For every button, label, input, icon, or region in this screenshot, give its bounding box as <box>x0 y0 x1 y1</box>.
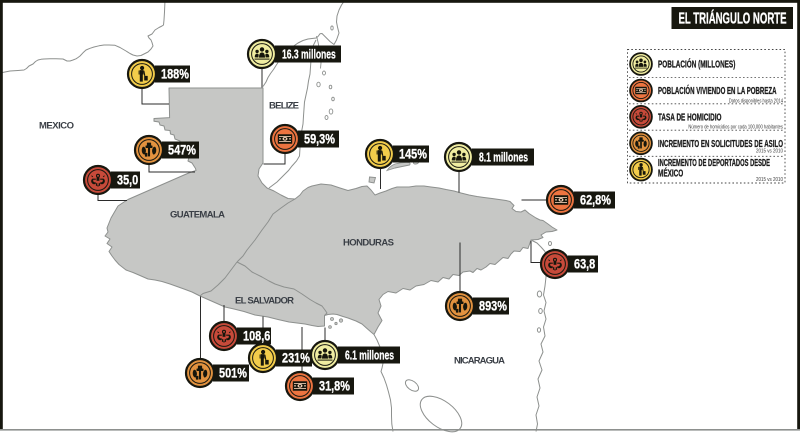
svg-text:INCREMENTO EN SOLICITUDES DE A: INCREMENTO EN SOLICITUDES DE ASILO <box>658 137 783 149</box>
svg-text:31,8%: 31,8% <box>319 378 350 394</box>
svg-text:BELIZE: BELIZE <box>269 101 299 112</box>
svg-text:GUATEMALA: GUATEMALA <box>170 210 225 221</box>
svg-text:2015 vs 2010: 2015 vs 2010 <box>756 177 783 183</box>
svg-text:16.3 millones: 16.3 millones <box>282 48 336 62</box>
svg-text:108,6: 108,6 <box>243 328 270 344</box>
svg-text:59,3%: 59,3% <box>304 131 335 147</box>
svg-text:HONDURAS: HONDURAS <box>343 238 394 249</box>
svg-text:MEXICO: MEXICO <box>39 121 74 132</box>
svg-text:EL TRIÁNGULO NORTE: EL TRIÁNGULO NORTE <box>678 9 786 27</box>
svg-text:501%: 501% <box>219 365 247 381</box>
svg-text:893%: 893% <box>479 298 507 314</box>
svg-text:6.1 millones: 6.1 millones <box>345 349 394 363</box>
svg-text:POBLACIÓN VIVIENDO EN LA POBRE: POBLACIÓN VIVIENDO EN LA POBREZA <box>658 83 777 96</box>
svg-text:2015 vs 2010: 2015 vs 2010 <box>756 148 783 154</box>
svg-text:Número de homicidios por cada: Número de homicidios por cada 100,000 ha… <box>688 124 783 131</box>
svg-text:MÉXICO: MÉXICO <box>658 166 684 179</box>
svg-text:62,8%: 62,8% <box>580 192 611 208</box>
svg-text:POBLACIÓN (MILLONES): POBLACIÓN (MILLONES) <box>658 57 735 70</box>
svg-text:231%: 231% <box>282 350 310 366</box>
svg-text:TASA DE HOMICIDIO: TASA DE HOMICIDIO <box>658 111 722 123</box>
svg-text:Datos disponibles hasta 2014: Datos disponibles hasta 2014 <box>729 98 784 105</box>
svg-text:63,8: 63,8 <box>574 256 595 272</box>
svg-text:INCREMENTO DE DEPORTADOS DESDE: INCREMENTO DE DEPORTADOS DESDE <box>658 157 770 168</box>
svg-text:8.1 millones: 8.1 millones <box>479 151 528 165</box>
svg-text:547%: 547% <box>168 142 196 158</box>
svg-text:188%: 188% <box>161 66 189 82</box>
svg-text:145%: 145% <box>399 146 427 162</box>
svg-text:EL SALVADOR: EL SALVADOR <box>235 296 294 307</box>
svg-text:NICARAGUA: NICARAGUA <box>454 356 505 367</box>
svg-text:35,0: 35,0 <box>117 172 138 188</box>
